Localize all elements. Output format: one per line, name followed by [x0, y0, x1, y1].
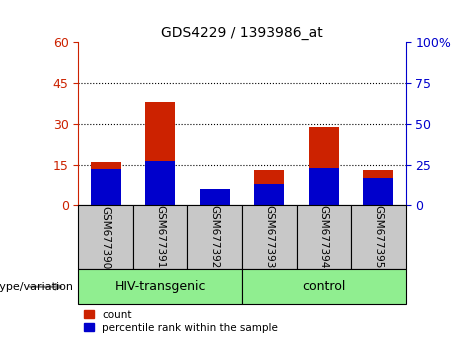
Bar: [145, 102, 175, 205]
Bar: [296, 205, 351, 269]
Bar: [78, 269, 242, 304]
Text: genotype/variation: genotype/variation: [0, 282, 74, 292]
Text: GSM677390: GSM677390: [100, 206, 111, 269]
Text: GSM677394: GSM677394: [319, 205, 329, 269]
Bar: [351, 205, 406, 269]
Text: GSM677395: GSM677395: [373, 205, 384, 269]
Title: GDS4229 / 1393986_at: GDS4229 / 1393986_at: [161, 26, 323, 40]
Text: GSM677393: GSM677393: [264, 205, 274, 269]
Bar: [254, 184, 284, 205]
Bar: [133, 205, 188, 269]
Text: HIV-transgenic: HIV-transgenic: [114, 280, 206, 293]
Bar: [200, 202, 230, 205]
Bar: [91, 170, 121, 205]
Bar: [309, 127, 339, 205]
Text: GSM677391: GSM677391: [155, 205, 165, 269]
Bar: [242, 205, 296, 269]
Bar: [78, 205, 133, 269]
Bar: [254, 170, 284, 205]
Bar: [363, 170, 393, 205]
Text: GSM677392: GSM677392: [210, 205, 220, 269]
Bar: [200, 189, 230, 205]
Bar: [145, 161, 175, 205]
Bar: [188, 205, 242, 269]
Bar: [91, 162, 121, 205]
Bar: [363, 178, 393, 205]
Text: control: control: [302, 280, 346, 293]
Bar: [309, 168, 339, 205]
Bar: [242, 269, 406, 304]
Legend: count, percentile rank within the sample: count, percentile rank within the sample: [83, 310, 278, 333]
